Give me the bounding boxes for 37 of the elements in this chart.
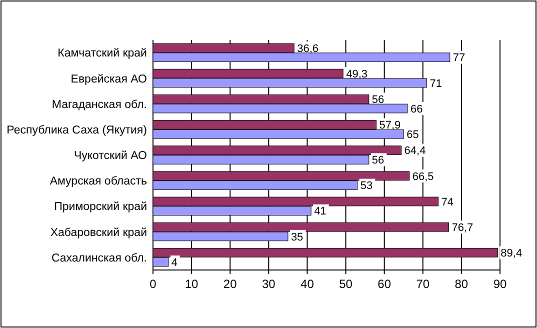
x-tick-label: 10 [184,277,199,291]
x-tick-label: 70 [416,277,430,291]
data-label: 49,3 [346,68,368,80]
y-tick-label: Хабаровский край [50,226,147,239]
data-label: 36,6 [297,42,319,55]
x-tick-label: 60 [378,277,392,291]
y-tick-label: Камчатский край [58,48,147,60]
data-label: 74 [441,196,454,208]
y-tick-label: Еврейская АО [70,73,148,86]
data-label: 66 [410,103,423,116]
data-label: 76,7 [452,222,474,234]
x-tick-label: 50 [339,277,353,291]
data-label: 35 [290,231,304,244]
y-tick-label: Чукотский АО [74,150,148,162]
x-tick-label: 0 [150,277,157,291]
x-tick-label: 80 [454,277,468,291]
y-tick-label: Магаданская обл. [52,98,147,111]
data-label: 65 [406,128,419,141]
data-label: 64,4 [404,145,426,158]
data-label: 41 [314,206,326,218]
data-label: 53 [360,180,373,192]
y-tick-label: Республика Саха (Якутия) [6,124,148,136]
x-tick-label: 30 [262,277,276,291]
data-label: 89,4 [500,248,522,260]
data-label: 4 [171,256,178,269]
y-tick-label: Приморский край [54,201,147,214]
y-tick-label: Амурская область [50,176,148,188]
data-label: 56 [372,154,384,167]
data-label: 77 [452,52,466,64]
data-label: 66,5 [412,170,434,183]
data-label: 71 [430,78,442,90]
data-label: 56 [372,94,384,106]
x-tick-label: 40 [300,277,314,291]
y-tick-label: Сахалинская обл. [51,252,147,264]
data-label: 57,9 [379,120,401,132]
x-tick-label: 90 [493,277,507,291]
x-tick-label: 20 [223,277,238,291]
